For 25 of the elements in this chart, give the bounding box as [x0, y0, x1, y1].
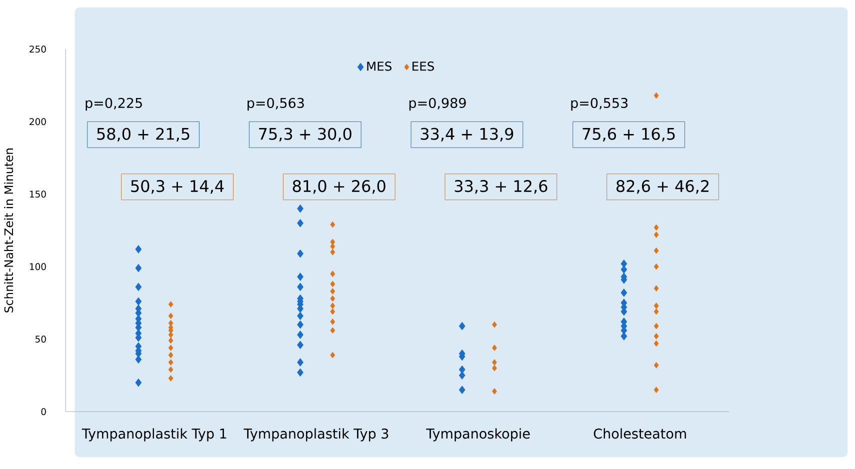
legend-label: MES [367, 61, 392, 71]
annotation: 33,4 + 13,9 [420, 128, 514, 142]
annotation: p=0,225 [86, 98, 142, 110]
annotation: 75,6 + 16,5 [582, 128, 675, 142]
annotation: 58,0 + 21,5 [97, 128, 190, 142]
x-tick-label: Cholesteatom [594, 428, 686, 439]
x-tick-label: Tympanoplastik Typ 3 [244, 428, 388, 442]
y-axis-title: Schnitt-Naht-Zeit in Minuten [4, 148, 14, 312]
legend-label: EES [412, 61, 434, 71]
annotation: 81,0 + 26,0 [292, 180, 386, 194]
y-tick-label: 50 [36, 335, 46, 342]
x-tick-label: Tympanoskopie [426, 428, 530, 442]
annotation: 82,6 + 46,2 [616, 180, 708, 194]
y-tick-label: 250 [30, 45, 46, 52]
annotation: p=0,563 [248, 98, 304, 110]
annotation: p=0,553 [571, 98, 628, 110]
annotation: 75,3 + 30,0 [259, 128, 352, 142]
y-tick-label: 0 [41, 408, 46, 415]
y-tick-label: 150 [30, 190, 46, 198]
annotation: p=0,989 [409, 98, 466, 110]
annotation: 50,3 + 14,4 [131, 180, 224, 194]
annotation: 33,3 + 12,6 [454, 180, 548, 194]
y-tick-label: 100 [30, 262, 46, 270]
y-tick-label: 200 [30, 118, 46, 125]
x-tick-label: Tympanoplastik Typ 1 [82, 428, 226, 442]
